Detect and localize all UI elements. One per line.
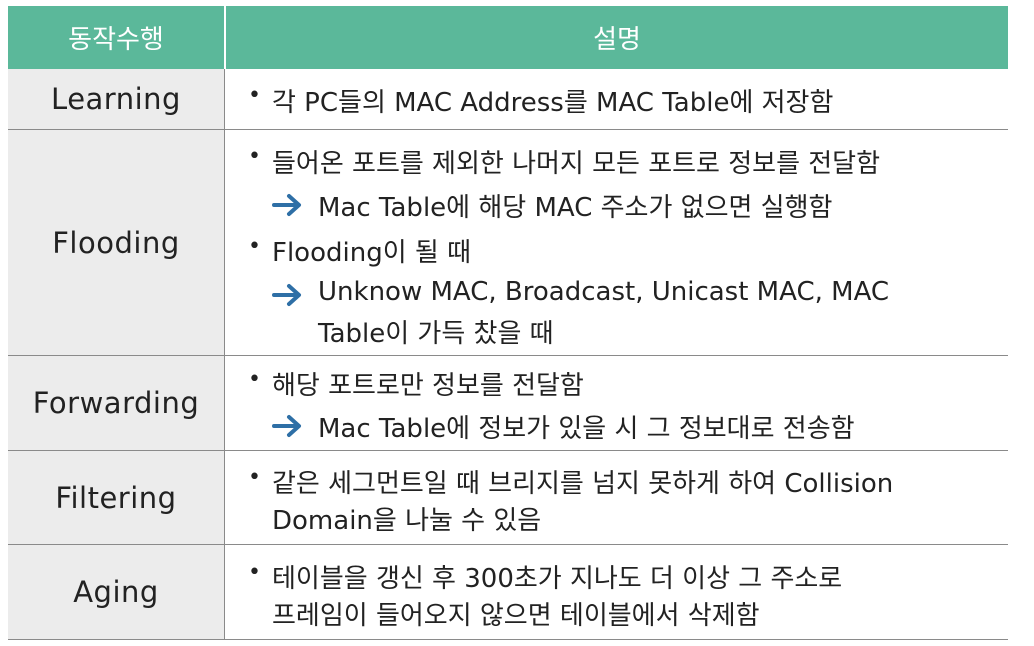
table-row-forwarding: Forwarding • 해당 포트로만 정보를 전달함 Mac Table에 … — [8, 356, 1008, 451]
desc-line: Mac Table에 정보가 있을 시 그 정보대로 전송함 — [318, 414, 855, 444]
right-arrow-icon — [272, 194, 301, 216]
bullet-icon: • — [248, 144, 261, 169]
description-flooding: • 들어온 포트를 제외한 나머지 모든 포트로 정보를 전달함 Mac Tab… — [226, 130, 1008, 355]
action-learning: Learning — [8, 69, 225, 129]
desc-line: 해당 포트로만 정보를 전달함 — [272, 371, 584, 401]
description-forwarding: • 해당 포트로만 정보를 전달함 Mac Table에 정보가 있을 시 그 … — [226, 356, 1008, 450]
right-arrow-icon — [272, 284, 301, 306]
desc-line: 테이블을 갱신 후 300초가 지나도 더 이상 그 주소로 — [272, 564, 843, 594]
bullet-icon: • — [248, 367, 261, 392]
description-filtering: • 같은 세그먼트일 때 브리지를 넘지 못하게 하여 Collision Do… — [226, 451, 1008, 544]
bullet-icon: • — [248, 83, 261, 108]
desc-line: 프레임이 들어오지 않으면 테이블에서 삭제함 — [272, 601, 760, 631]
desc-line: 각 PC들의 MAC Address를 MAC Table에 저장함 — [272, 88, 834, 118]
description-learning: • 각 PC들의 MAC Address를 MAC Table에 저장함 — [226, 69, 1008, 129]
desc-line: Mac Table에 해당 MAC 주소가 없으면 실행함 — [318, 193, 833, 223]
action-forwarding: Forwarding — [8, 356, 225, 450]
bullet-icon: • — [248, 465, 261, 490]
action-flooding: Flooding — [8, 130, 225, 355]
header-description: 설명 — [226, 6, 1008, 69]
right-arrow-icon — [272, 415, 301, 437]
desc-line: Unknow MAC, Broadcast, Unicast MAC, MAC — [318, 277, 890, 307]
desc-line: Flooding이 될 때 — [272, 238, 471, 268]
action-filtering: Filtering — [8, 451, 225, 544]
table-row-flooding: Flooding • 들어온 포트를 제외한 나머지 모든 포트로 정보를 전달… — [8, 130, 1008, 356]
table-row-filtering: Filtering • 같은 세그먼트일 때 브리지를 넘지 못하게 하여 Co… — [8, 451, 1008, 545]
switch-operation-table: 동작수행 설명 Learning • 각 PC들의 MAC Address를 M… — [8, 6, 1008, 640]
bullet-icon: • — [248, 560, 261, 585]
bullet-icon: • — [248, 234, 261, 259]
desc-line: Table이 가득 찼을 때 — [318, 319, 554, 349]
table-row-learning: Learning • 각 PC들의 MAC Address를 MAC Table… — [8, 69, 1008, 130]
desc-line: Domain을 나눌 수 있음 — [272, 506, 542, 536]
desc-line: 들어온 포트를 제외한 나머지 모든 포트로 정보를 전달함 — [272, 149, 881, 179]
desc-line: 같은 세그먼트일 때 브리지를 넘지 못하게 하여 Collision — [272, 469, 894, 499]
table-row-aging: Aging • 테이블을 갱신 후 300초가 지나도 더 이상 그 주소로 프… — [8, 545, 1008, 640]
header-action: 동작수행 — [8, 6, 224, 69]
action-aging: Aging — [8, 545, 225, 639]
description-aging: • 테이블을 갱신 후 300초가 지나도 더 이상 그 주소로 프레임이 들어… — [226, 545, 1008, 639]
